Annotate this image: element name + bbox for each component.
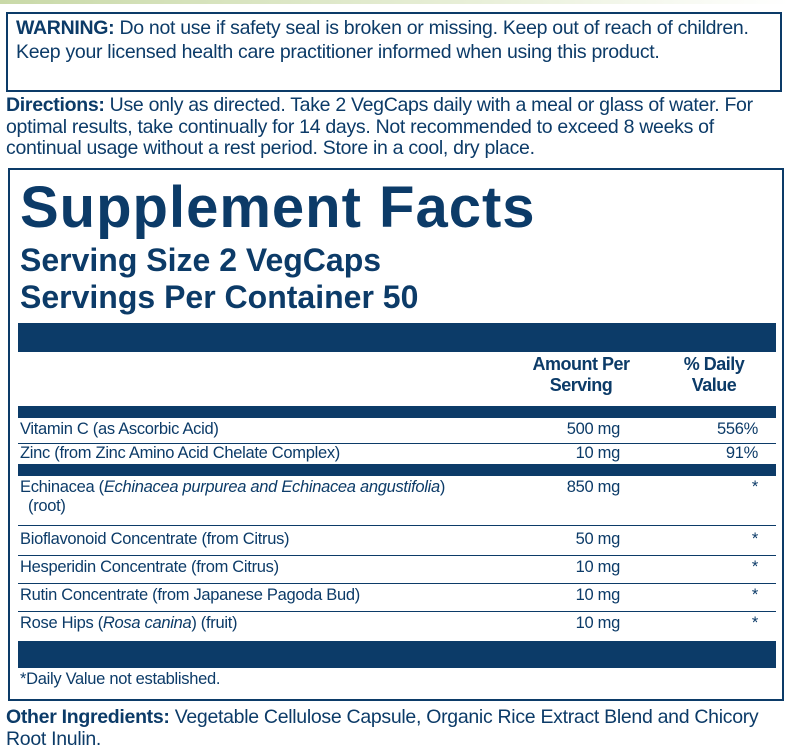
table-row: Hesperidin Concentrate (from Citrus) 10 m… [18,556,776,584]
nutrient-name: Echinacea (Echinacea purpurea and Echina… [20,478,446,515]
nutrient-name: Zinc (from Zinc Amino Acid Chelate Compl… [20,444,340,462]
amount: 10 mg [575,586,621,604]
table-row: Vitamin C (as Ascorbic Acid) 500 mg 556% [18,418,776,444]
warning-box: WARNING: Do not use if safety seal is br… [6,12,782,92]
serving-size: Serving Size 2 VegCaps [20,242,382,278]
daily-value: 91% [725,444,758,462]
divider-medium [18,406,776,418]
daily-value: * [751,530,758,548]
daily-value: * [751,478,758,496]
nutrient-name: Hesperidin Concentrate (from Citrus) [20,558,279,576]
amount: 10 mg [575,614,621,632]
table-row: Bioflavonoid Concentrate (from Citrus) 50… [18,528,776,556]
daily-value: * [751,614,758,632]
table-row: Rutin Concentrate (from Japanese Pagoda … [18,584,776,612]
facts-title: Supplement Facts [20,175,536,240]
amount: 10 mg [575,558,621,576]
divider-thick [18,641,776,668]
other-ingredients: Other Ingredients: Vegetable Cellulose C… [6,706,786,750]
amount-header: Amount Per Serving [532,354,630,395]
directions: Directions: Use only as directed. Take 2… [6,94,786,160]
nutrient-name: Rose Hips (Rosa canina) (fruit) [20,614,238,632]
footnote: *Daily Value not established. [20,670,221,688]
amount: 10 mg [575,444,621,462]
warning-label: WARNING: [16,17,115,39]
table-row: Zinc (from Zinc Amino Acid Chelate Compl… [18,444,776,464]
amount: 500 mg [566,420,621,438]
dv-header: % Daily Value [683,354,745,395]
supplement-facts-panel: Supplement Facts Serving Size 2 VegCaps … [8,168,784,701]
top-decoration [0,0,789,4]
nutrient-name: Vitamin C (as Ascorbic Acid) [20,420,219,438]
daily-value: * [751,586,758,604]
daily-value: * [751,558,758,576]
directions-label: Directions: [6,94,105,116]
amount: 50 mg [575,530,621,548]
divider-thick [18,323,776,352]
amount: 850 mg [566,478,621,496]
other-ingredients-text: Vegetable Cellulose Capsule, Organic Ric… [6,706,759,750]
nutrient-name: Bioflavonoid Concentrate (from Citrus) [20,530,290,548]
daily-value: 556% [716,420,758,438]
directions-text: Use only as directed. Take 2 VegCaps dai… [6,94,753,159]
table-row: Echinacea (Echinacea purpurea and Echina… [18,476,776,526]
warning-text: Do not use if safety seal is broken or m… [16,17,749,63]
table-row: Rose Hips (Rosa canina) (fruit) 10 mg * [18,612,776,640]
nutrient-name: Rutin Concentrate (from Japanese Pagoda … [20,586,360,604]
other-ingredients-label: Other Ingredients: [6,706,170,728]
servings-per-container: Servings Per Container 50 [20,279,419,315]
divider-medium [18,464,776,476]
